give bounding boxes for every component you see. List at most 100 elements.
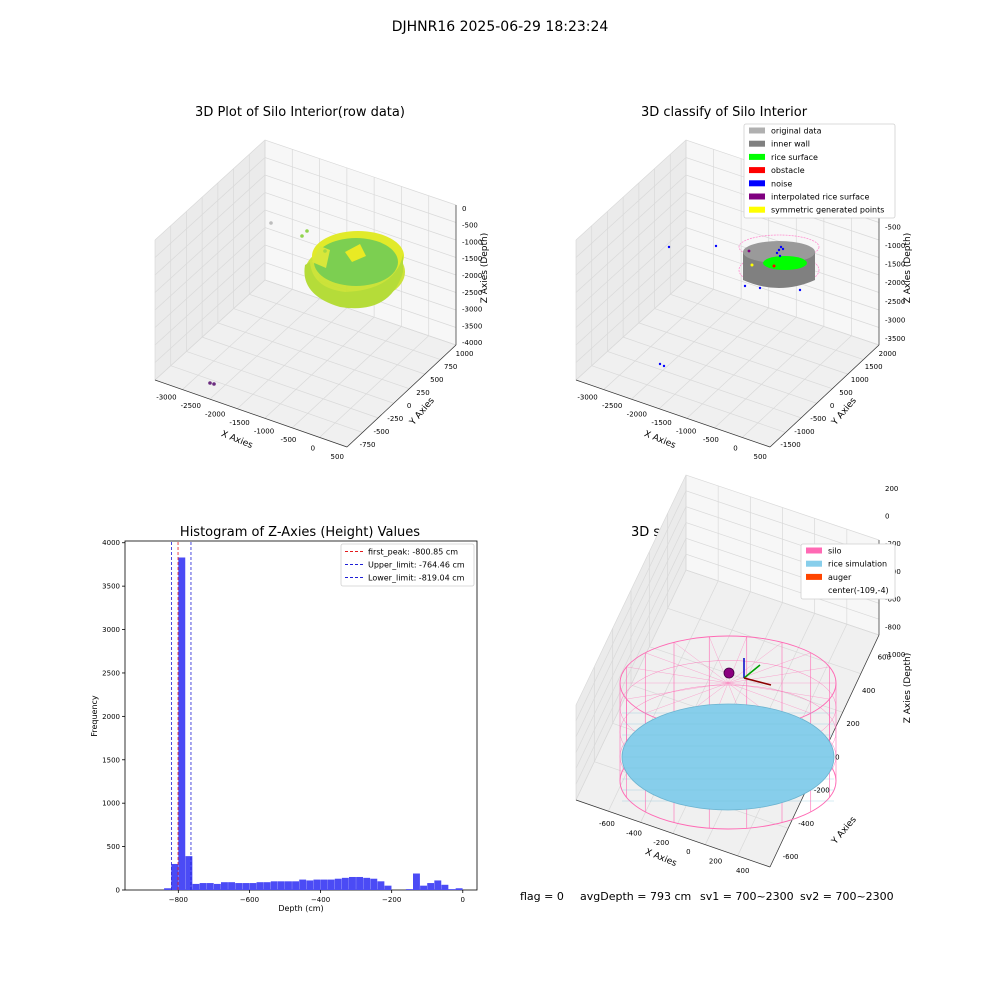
silo-wire (727, 652, 811, 684)
histogram-bar (306, 880, 314, 890)
panel-simulation-legend: silo rice simulation auger center(-109,-4) (800, 543, 896, 600)
grid-line (575, 192, 880, 293)
z-tick-label: -1000 (885, 242, 905, 250)
panel-simulation-xlabel: X Axies (643, 847, 678, 869)
grid-line (154, 174, 457, 276)
histogram-vlines (171, 541, 192, 890)
grid-line (233, 308, 425, 375)
grid-line (154, 139, 457, 241)
footer-flag: flag = 0 (520, 890, 564, 903)
axes-floor-pane (155, 280, 456, 447)
z-tick-label: -600 (885, 596, 901, 604)
legend-frame (800, 543, 896, 600)
grid-line (575, 490, 880, 721)
noise-point (743, 284, 747, 288)
noise-point (667, 245, 671, 249)
grid-line (264, 316, 375, 419)
y-tick-label: 500 (430, 376, 443, 384)
y-tick-label: 1500 (102, 756, 120, 764)
y-tick-label: 1500 (865, 363, 883, 371)
histogram-bar (206, 883, 214, 890)
noise-point (658, 362, 662, 366)
z-tick-label: 200 (885, 485, 898, 493)
grid-line (237, 307, 348, 409)
grid-line (631, 298, 742, 400)
grid-line (638, 322, 833, 390)
x-tick-label: 400 (736, 867, 749, 875)
histogram-bar (277, 881, 285, 890)
grid-line (154, 279, 457, 381)
footer-avg-depth: avgDepth = 793 cm (580, 890, 691, 903)
z-tick-label: 0 (885, 512, 889, 520)
histogram-bar (270, 881, 278, 890)
z-tick-label: -500 (462, 222, 478, 230)
raw-point (305, 229, 309, 233)
x-tick-label: 0 (461, 896, 465, 904)
y-tick-label: 3000 (102, 626, 120, 634)
histogram-xlabel: Depth (cm) (278, 904, 323, 913)
histogram-bar (292, 881, 300, 890)
z-tick-label: -2500 (462, 289, 482, 297)
noise-point (662, 364, 666, 368)
grid-line (575, 569, 880, 801)
y-tick-label: -750 (360, 441, 376, 449)
z-tick-label: -3000 (885, 316, 905, 324)
grid-line (154, 192, 457, 293)
raw-points-wall (304, 255, 403, 309)
y-tick-label: 2500 (102, 669, 120, 677)
x-axis-line (154, 379, 348, 448)
silo-wire (673, 642, 729, 684)
x-tick-label: −800 (169, 896, 188, 904)
grid-line (154, 157, 457, 258)
legend-label: silo (828, 547, 842, 556)
z-tick-label: -3500 (462, 322, 482, 330)
z-tick-label: -3500 (885, 335, 905, 343)
x-tick-label: 500 (753, 453, 766, 461)
histogram-bar (242, 883, 250, 890)
x-tick-label: -3000 (577, 393, 597, 401)
grid-line (686, 316, 797, 419)
z-tick-label: -1000 (462, 238, 482, 246)
histogram-bar (427, 883, 435, 890)
silo-wire (727, 666, 830, 684)
z-tick-label: -500 (885, 223, 901, 231)
y-tick-label: 200 (846, 720, 859, 728)
histogram-bar (213, 883, 221, 890)
grid-line (170, 365, 363, 433)
z-tick-label: -2000 (462, 272, 482, 280)
panel-raw-axes-box (154, 139, 457, 448)
panel-simulation-3d-plot: 3D simulation of Silo Interior -600-400-… (575, 474, 913, 875)
x-tick-label: -1500 (651, 419, 671, 427)
grid-line (670, 293, 864, 360)
y-tick-label: 600 (878, 654, 891, 662)
legend-label: obstacle (771, 166, 805, 175)
z-tick-label: -3000 (462, 306, 482, 314)
histogram-bar (363, 877, 371, 890)
legend-label: rice simulation (828, 560, 887, 569)
histogram-bar (285, 881, 292, 890)
histogram-bar (164, 888, 172, 890)
x-tick-label: -600 (599, 820, 615, 828)
histogram-bar (249, 883, 257, 890)
y-tick-label: 3500 (102, 583, 120, 591)
histogram-bar (221, 882, 228, 890)
panel-raw-point-cloud (208, 221, 405, 386)
histogram-bar (384, 885, 392, 890)
histogram-ticks: −800 −600 −400 −200 0 0 500 1000 1500 2000 2500 300… (102, 539, 465, 904)
x-tick-label: −400 (311, 896, 330, 904)
grid-line (154, 262, 457, 363)
center-axis-x (743, 677, 772, 686)
noise-point (777, 248, 781, 252)
grid-line (209, 298, 320, 400)
grid-line (591, 365, 786, 433)
y-axis-line (346, 344, 457, 448)
histogram-bar (448, 889, 456, 890)
histogram-bar (413, 873, 420, 890)
silo-wire (645, 682, 729, 714)
legend-label: noise (771, 179, 792, 188)
legend-frame (340, 543, 475, 587)
histogram-bar (299, 879, 307, 890)
z-tick-label: -2000 (885, 279, 905, 287)
grid-line (742, 335, 852, 438)
x-tick-label: 200 (709, 858, 722, 866)
